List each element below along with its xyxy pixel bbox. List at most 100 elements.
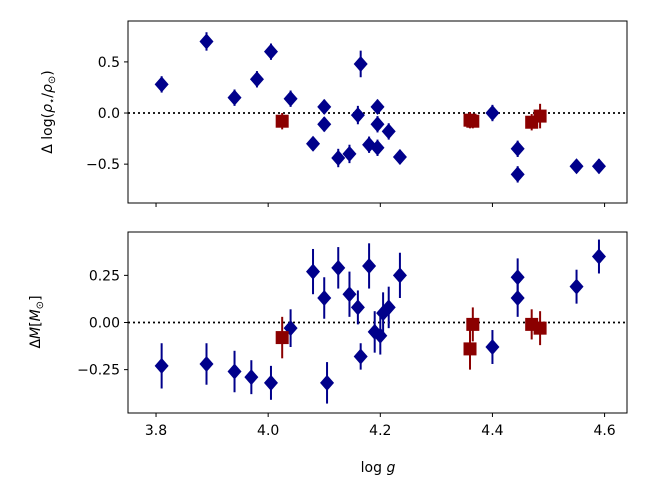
top-diamond-marker bbox=[510, 166, 525, 183]
top-diamond-point-7 bbox=[317, 98, 332, 115]
top-diamond-marker bbox=[485, 105, 500, 122]
top-diamond-marker bbox=[227, 89, 242, 106]
top-diamond-point-6 bbox=[306, 135, 321, 152]
bot-diamond-point-1 bbox=[199, 343, 214, 385]
xtick-label: 4.4 bbox=[481, 423, 503, 439]
top-ytick-label: 0.5 bbox=[98, 55, 120, 71]
bot-ytick-label: −0.25 bbox=[77, 363, 120, 379]
bot-diamond-marker bbox=[353, 348, 368, 365]
x-axis-label: log g bbox=[361, 460, 396, 476]
bot-diamond-marker bbox=[244, 369, 259, 386]
top-diamond-marker bbox=[569, 158, 584, 175]
bot-diamond-point-11 bbox=[350, 290, 365, 325]
top-diamond-marker bbox=[342, 145, 357, 162]
bot-square-marker bbox=[533, 321, 547, 335]
bot-diamond-point-3 bbox=[244, 360, 259, 395]
bottom-y-ticks: 0.25 0.00 −0.25 bbox=[77, 268, 128, 379]
top-diamond-point-14 bbox=[370, 98, 385, 115]
top-diamond-point-9 bbox=[331, 148, 346, 168]
top-panel: 0.5 0.0 −0.5 Δ log(ρ⋆/ρ⊙) bbox=[40, 20, 628, 207]
bot-square-point-4 bbox=[533, 311, 547, 346]
top-diamond-marker bbox=[510, 140, 525, 157]
top-diamond-point-0 bbox=[154, 76, 169, 93]
top-diamond-marker bbox=[370, 116, 385, 133]
top-axes-frame bbox=[127, 20, 628, 204]
top-diamond-point-2 bbox=[227, 89, 242, 106]
top-diamond-point-23 bbox=[591, 158, 606, 175]
bot-square-marker bbox=[275, 331, 289, 345]
bot-diamond-point-23 bbox=[591, 239, 606, 274]
top-diamond-point-21 bbox=[510, 166, 525, 183]
top-square-marker bbox=[275, 114, 289, 128]
bot-diamond-point-7 bbox=[317, 277, 332, 319]
top-diamond-point-16 bbox=[370, 139, 385, 156]
bot-diamond-point-6 bbox=[306, 248, 321, 295]
bot-square-marker bbox=[463, 342, 477, 356]
top-diamond-point-19 bbox=[485, 104, 500, 122]
bot-diamond-point-9 bbox=[331, 247, 346, 289]
top-diamond-point-12 bbox=[353, 50, 368, 78]
bot-diamond-marker bbox=[381, 299, 396, 316]
top-diamond-point-10 bbox=[342, 144, 357, 164]
bot-diamond-point-13 bbox=[362, 243, 377, 289]
bottom-panel: 0.250.00−0.25 3.8 4.0 4.2 4.4 4.6 ΔM[M⊙] log… bbox=[28, 231, 628, 476]
bot-diamond-marker bbox=[569, 278, 584, 295]
top-diamond-point-15 bbox=[370, 116, 385, 133]
top-diamond-point-8 bbox=[317, 116, 332, 133]
top-x-ticks bbox=[155, 203, 606, 207]
bot-diamond-marker bbox=[317, 289, 332, 306]
top-diamond-marker bbox=[392, 148, 407, 165]
top-diamond-marker bbox=[331, 150, 346, 167]
top-diamond-marker bbox=[249, 71, 264, 88]
bottom-plot-area bbox=[128, 239, 627, 404]
xtick-label: 4.0 bbox=[257, 423, 279, 439]
bottom-x-ticks: 3.8 4.0 4.2 4.4 4.6 bbox=[145, 413, 616, 439]
bot-diamond-marker bbox=[510, 269, 525, 286]
top-ytick-label: −0.5 bbox=[86, 157, 120, 173]
top-square-marker bbox=[466, 114, 480, 128]
bot-diamond-marker bbox=[485, 339, 500, 356]
bot-diamond-point-8 bbox=[320, 362, 335, 404]
top-diamond-point-20 bbox=[510, 140, 525, 157]
top-diamond-point-4 bbox=[263, 43, 278, 60]
top-diamond-marker bbox=[154, 76, 169, 93]
xtick-label: 4.6 bbox=[593, 423, 615, 439]
top-diamond-marker bbox=[350, 107, 365, 124]
bot-diamond-point-10 bbox=[342, 271, 357, 317]
top-diamond-marker bbox=[306, 135, 321, 152]
bot-diamond-marker bbox=[331, 259, 346, 276]
top-diamond-marker bbox=[263, 43, 278, 60]
bot-diamond-marker bbox=[362, 257, 377, 274]
top-diamond-marker bbox=[370, 98, 385, 115]
bot-diamond-marker bbox=[510, 289, 525, 306]
top-y-axis-label: Δ log(ρ⋆/ρ⊙) bbox=[40, 70, 58, 153]
top-diamond-marker bbox=[370, 139, 385, 156]
top-diamond-marker bbox=[381, 123, 396, 140]
bot-diamond-point-2 bbox=[227, 350, 242, 393]
bot-diamond-marker bbox=[350, 299, 365, 316]
top-diamond-point-11 bbox=[350, 105, 365, 125]
bot-diamond-point-21 bbox=[510, 279, 525, 317]
bot-diamond-marker bbox=[306, 263, 321, 280]
bot-diamond-point-22 bbox=[569, 269, 584, 304]
top-diamond-point-22 bbox=[569, 158, 584, 175]
bot-diamond-marker bbox=[591, 248, 606, 265]
top-y-ticks: 0.5 0.0 −0.5 bbox=[86, 55, 128, 173]
bot-diamond-marker bbox=[199, 355, 214, 372]
top-square-point-2 bbox=[466, 114, 480, 129]
top-ytick-label: 0.0 bbox=[98, 106, 120, 122]
xtick-label: 3.8 bbox=[145, 423, 167, 439]
top-diamond-point-3 bbox=[249, 71, 264, 88]
bot-diamond-point-0 bbox=[154, 343, 169, 389]
bot-diamond-marker bbox=[154, 357, 169, 374]
bot-square-point-2 bbox=[466, 307, 480, 342]
top-diamond-marker bbox=[283, 90, 298, 107]
top-diamond-marker bbox=[317, 116, 332, 133]
top-square-point-4 bbox=[533, 103, 547, 129]
bot-diamond-marker bbox=[392, 267, 407, 284]
top-diamond-marker bbox=[199, 33, 214, 50]
bot-diamond-marker bbox=[342, 286, 357, 303]
top-diamond-point-5 bbox=[283, 90, 298, 107]
